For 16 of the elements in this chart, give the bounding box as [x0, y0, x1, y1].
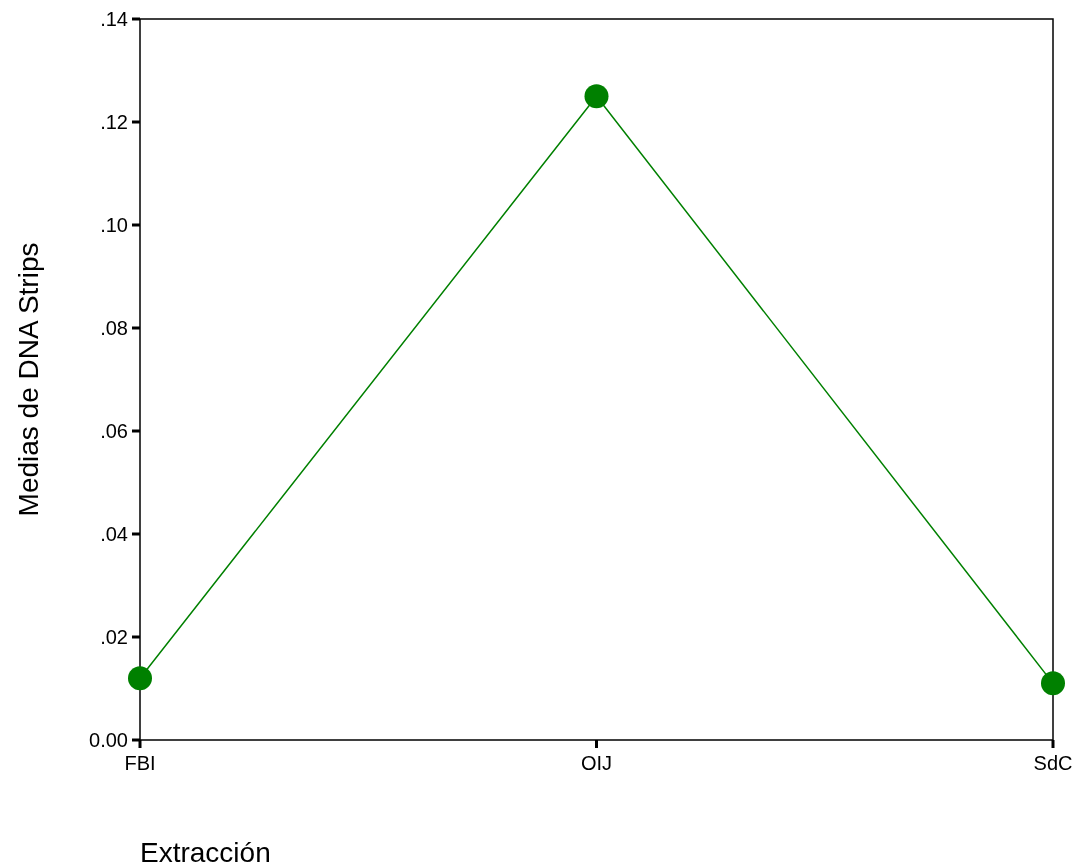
- y-tick-label: .08: [100, 317, 128, 339]
- y-tick-label: .14: [100, 8, 128, 30]
- y-tick-label: .02: [100, 626, 128, 648]
- y-tick-label: 0.00: [89, 729, 128, 751]
- y-tick-label: .12: [100, 111, 128, 133]
- point: [584, 84, 609, 109]
- y-tick-label: .04: [100, 523, 128, 545]
- y-tick-label: .06: [100, 420, 128, 442]
- x-tick-label: OIJ: [580, 752, 613, 774]
- x-axis-title: Extracción: [140, 837, 271, 867]
- y-tick-label: .10: [100, 214, 128, 236]
- x-tick-label: FBI: [124, 752, 156, 774]
- point: [128, 666, 152, 691]
- x-tick-label: SdC: [1033, 752, 1073, 774]
- y-axis-title: Medias de DNA Strips: [13, 242, 44, 517]
- point: [1041, 671, 1065, 696]
